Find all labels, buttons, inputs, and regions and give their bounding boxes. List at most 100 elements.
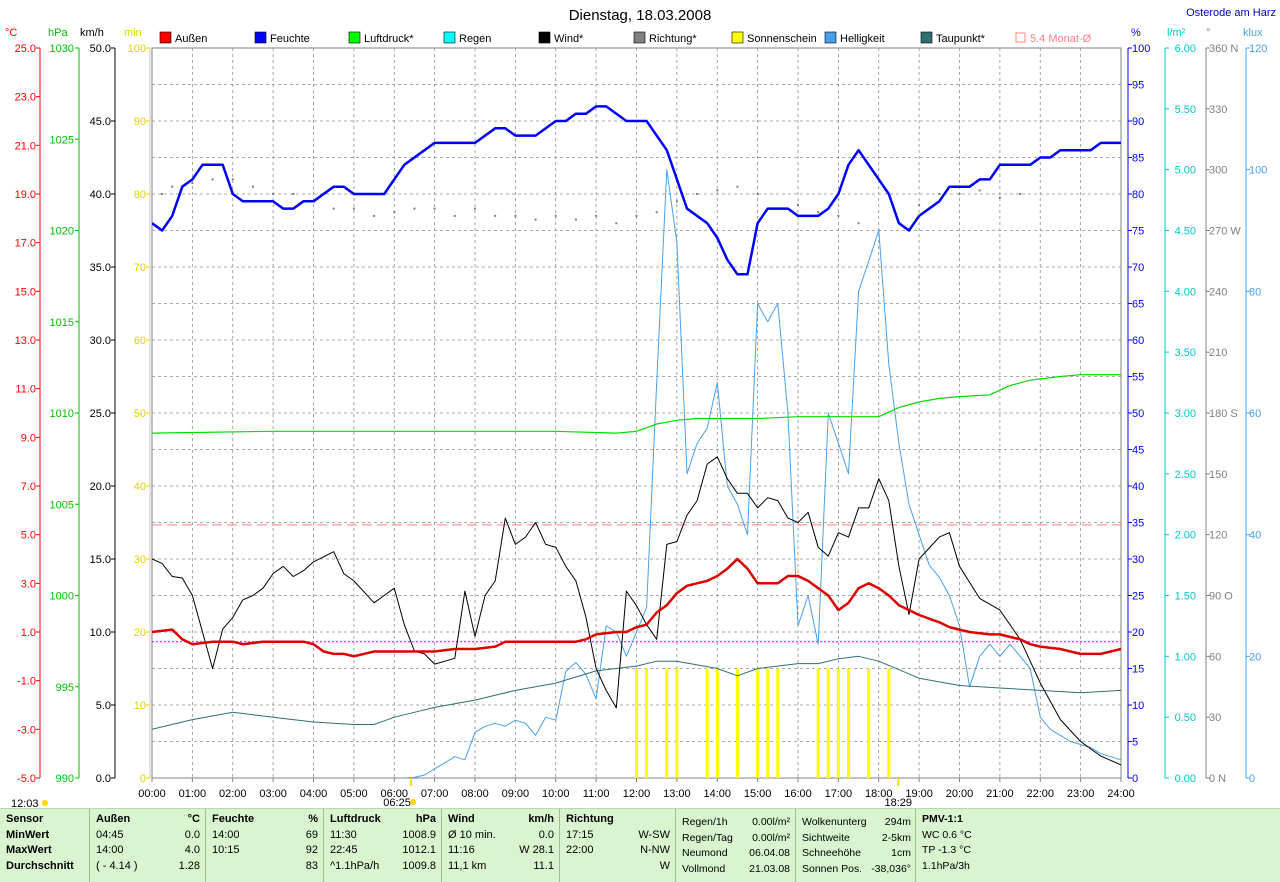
direction-dot — [635, 214, 638, 217]
wolken-panel: Wolkenunterg. 294m Sichtweite 2-5km Schnee… — [796, 809, 916, 882]
feuchte-min-value: 69 — [305, 828, 318, 841]
direction-tick-label: 180 S — [1209, 408, 1238, 420]
series-taupunkt — [152, 655, 1121, 730]
rain-tick-label: 2.50 — [1175, 469, 1196, 481]
sun-tick-label: 80 — [134, 189, 146, 201]
richtung-avg-value: W — [659, 859, 670, 872]
wind-avg10-value: 0.0 — [538, 828, 554, 841]
aussen-max-time: 14:00 — [96, 844, 124, 856]
time-tick-label: 18:00 — [865, 788, 893, 800]
temp-tick-label: 15.0 — [15, 286, 36, 298]
wind-tick-label: 30.0 — [90, 335, 111, 347]
direction-dot — [574, 218, 577, 221]
direction-dot — [191, 182, 194, 185]
direction-dot — [918, 203, 921, 206]
humidity-tick-label: 60 — [1132, 335, 1144, 347]
direction-dot — [655, 211, 658, 214]
direction-tick-label: 60 — [1209, 651, 1221, 663]
sunshine-bar — [665, 668, 669, 778]
direction-dot — [453, 214, 456, 217]
lux-tick-label: 120 — [1249, 43, 1267, 55]
legend-swatch — [633, 31, 646, 44]
chart-title: Dienstag, 18.03.2008 — [569, 7, 712, 24]
wind-distance: 11,1 km — [448, 859, 487, 872]
statistics-footer: Sensor MinWert MaxWert Durchschnitt Auße… — [0, 808, 1280, 882]
sun-tick-label: 30 — [134, 554, 146, 566]
legend-swatch — [731, 31, 744, 44]
lux-tick-label: 20 — [1249, 651, 1261, 663]
temp-tick-label: 1.0 — [21, 627, 36, 639]
luftdruck-trend: ^1.1hPa/h — [330, 859, 380, 872]
pressure-tick-label: 1020 — [50, 226, 74, 238]
regen-tag-value: 0.00l/m² — [752, 831, 790, 844]
series-aussen — [152, 557, 1121, 658]
pressure-tick-label: 995 — [56, 682, 74, 694]
temp-tick-label: 23.0 — [15, 92, 36, 104]
luftdruck-max-value: 1012.1 — [402, 844, 436, 856]
feuchte-unit: % — [308, 813, 318, 825]
sichtweite-label: Sichtweite — [802, 831, 850, 844]
humidity-tick-label: 75 — [1132, 226, 1144, 238]
time-tick-label: 22:00 — [1026, 788, 1054, 800]
direction-tick-label: 150 — [1209, 469, 1227, 481]
pressure-tick-label: 1000 — [50, 591, 74, 603]
direction-dot — [797, 203, 799, 206]
richtung-avg-note — [566, 859, 626, 875]
regen-1h-label: Regen/1h — [682, 816, 728, 828]
temp-tick-label: -3.0 — [17, 724, 36, 736]
luftdruck-unit: hPa — [415, 813, 436, 825]
direction-dot — [857, 222, 860, 225]
direction-dot — [534, 218, 537, 221]
temp-tick-label: 9.0 — [21, 432, 36, 444]
wind-tick-label: 20.0 — [90, 481, 111, 493]
sunshine-bar — [836, 668, 840, 778]
pmv-panel: PMV-1:1 WC 0.6 °C TP -1.3 °C 1.1hPa/3h — [916, 809, 1036, 882]
legend-swatch — [443, 31, 456, 44]
direction-dot — [1019, 193, 1022, 195]
rain-axis-unit: l/m² — [1167, 27, 1186, 39]
temp-tick-label: 19.0 — [15, 189, 36, 201]
pressure-tick-label: 1005 — [50, 499, 74, 511]
direction-dot — [352, 207, 355, 210]
legend-label: Feuchte — [270, 33, 310, 45]
wind-tick-label: 5.0 — [96, 700, 111, 712]
temp-axis-unit: °C — [5, 27, 17, 39]
wind-tick-label: 50.0 — [90, 43, 111, 55]
sensor-panel: Sensor MinWert MaxWert Durchschnitt — [0, 809, 90, 882]
direction-tick-label: 240 — [1209, 286, 1227, 298]
direction-tick-label: 30 — [1209, 712, 1221, 724]
legend-swatch — [159, 31, 172, 44]
sensor-row-max: MaxWert — [6, 844, 52, 856]
sensor-row-min: MinWert — [6, 828, 50, 841]
humidity-tick-label: 10 — [1132, 700, 1144, 712]
regen-tag-label: Regen/Tag — [682, 831, 733, 844]
time-tick-label: 17:00 — [825, 788, 853, 800]
legend-label: Richtung* — [649, 33, 697, 45]
sonnenpos-label: Sonnen Pos. — [802, 862, 862, 875]
humidity-tick-label: 80 — [1132, 189, 1144, 201]
direction-tick-label: 210 — [1209, 347, 1227, 359]
lux-tick-label: 60 — [1249, 408, 1261, 420]
wind-tick-label: 10.0 — [90, 627, 111, 639]
direction-dot — [231, 178, 234, 181]
temp-tick-label: 17.0 — [15, 238, 36, 250]
temp-tick-label: -1.0 — [17, 676, 36, 688]
legend-swatch — [920, 31, 933, 44]
wind-panel: Wind km/h Ø 10 min. 0.0 11:16 W 28.1 11,1 k… — [442, 809, 560, 882]
aussen-min-time: 04:45 — [96, 828, 124, 841]
wind-max-value: W 28.1 — [519, 844, 554, 856]
direction-dot — [716, 189, 719, 192]
legend-label: Luftdruck* — [364, 33, 414, 45]
direction-dot — [332, 207, 335, 210]
temp-tick-label: 7.0 — [21, 481, 36, 493]
regen-panel: Regen/1h 0.00l/m² Regen/Tag 0.00l/m² Neumo… — [676, 809, 796, 882]
wind-tick-label: 45.0 — [90, 116, 111, 128]
time-tick-label: 03:00 — [259, 788, 287, 800]
pmv-title: PMV-1:1 — [922, 813, 963, 825]
neumond-label: Neumond — [682, 847, 728, 859]
wind-avg-value: 11.1 — [533, 859, 554, 872]
lux-axis-unit: klux — [1243, 27, 1263, 39]
time-tick-label: 04:00 — [300, 788, 328, 800]
regen-1h-value: 0.00l/m² — [752, 816, 790, 828]
feuchte-avg-value: 83 — [305, 859, 318, 872]
